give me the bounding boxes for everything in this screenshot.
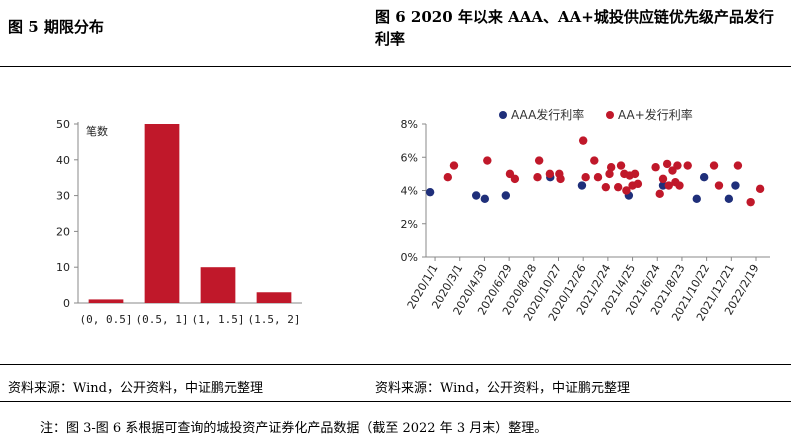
right-source-note: 资料来源：Wind，公开资料，中证鹏元整理 — [375, 381, 630, 396]
scatter-legend-label: AA+发行利率 — [618, 107, 693, 122]
aaplus-point — [613, 182, 623, 192]
aaa-point — [577, 181, 587, 190]
bar-y-tick-label: 50 — [56, 118, 70, 131]
bar-3 — [256, 292, 292, 303]
aaplus-point — [755, 184, 765, 194]
aaplus-point — [601, 182, 611, 192]
aaplus-point — [651, 163, 660, 172]
left-figure-title: 图 5 期限分布 — [8, 18, 104, 36]
aaplus-point — [733, 161, 743, 170]
aaa-point — [692, 194, 701, 204]
scatter-legend-marker-1 — [606, 111, 614, 119]
aaa-point — [658, 181, 668, 190]
aaplus-point — [655, 189, 664, 199]
bar-x-tick-label: (1.5, 2] — [248, 313, 301, 326]
aaplus-point — [633, 179, 643, 189]
bar-0 — [88, 299, 124, 303]
aaplus-point — [534, 156, 544, 165]
bar-chart: 0 10 20 30 40 50 笔数 (0, 0.5] (0.5, 1] (1, 1.5] (1.… — [56, 118, 302, 326]
aaplus-point — [483, 156, 492, 165]
aaplus-point — [709, 161, 719, 170]
right-figure-title: 图 6 2020 年以来 AAA、AA+城投供应链优先级产品发行利率 — [375, 8, 774, 48]
aaplus-point — [673, 161, 682, 170]
bar-y-tick-label: 0 — [63, 297, 70, 310]
aaa-point — [724, 194, 734, 204]
bar-y-tick-label: 30 — [56, 190, 70, 203]
aaplus-point — [664, 181, 673, 190]
aaa-point — [501, 191, 511, 200]
aaplus-point — [658, 174, 668, 184]
bar-1 — [144, 124, 180, 303]
left-source-note: 资料来源：Wind，公开资料，中证鹏元整理 — [8, 381, 263, 396]
aaplus-point — [593, 173, 603, 182]
footnote: 注：图 3-图 6 系根据可查询的城投资产证券化产品数据（截至 2022 年 3… — [40, 421, 548, 436]
aaplus-point — [443, 173, 453, 182]
scatter-y-tick-label: 2% — [401, 218, 418, 231]
aaa-point — [480, 194, 490, 204]
aaplus-point — [590, 156, 599, 165]
aaplus-point — [533, 173, 542, 182]
aaplus-point — [683, 161, 692, 170]
aaa-point — [731, 181, 740, 190]
aaplus-point — [449, 161, 459, 170]
scatter-y-tick-label: 6% — [401, 151, 418, 164]
aaplus-point — [714, 181, 724, 190]
scatter-y-tick-label: 4% — [401, 185, 418, 198]
bar-x-tick-label: (1, 1.5] — [192, 313, 245, 326]
aaplus-point — [545, 169, 555, 179]
scatter-chart: 0%2%4%6%8%2020/1/12020/3/12020/4/302020/… — [401, 107, 770, 323]
bar-2 — [200, 267, 236, 303]
scatter-y-tick-label: 8% — [401, 118, 418, 131]
aaplus-point — [662, 159, 672, 169]
aaa-point — [472, 191, 481, 200]
aaplus-point — [622, 186, 631, 195]
scatter-legend-label: AAA发行利率 — [511, 107, 584, 122]
aaplus-point — [616, 161, 626, 170]
aaplus-point — [630, 169, 640, 179]
aaplus-point — [578, 136, 588, 145]
aaplus-point — [556, 174, 565, 184]
bar-legend-label: 笔数 — [86, 124, 108, 138]
note-rule — [0, 401, 791, 402]
aaa-point — [699, 173, 709, 182]
aaplus-point — [605, 169, 614, 179]
aaplus-point — [510, 174, 520, 184]
aaplus-point — [746, 197, 755, 207]
bar-x-tick-label: (0.5, 1] — [136, 313, 189, 326]
scatter-y-tick-label: 0% — [401, 251, 418, 264]
aaplus-point — [581, 173, 590, 182]
aaplus-point — [606, 163, 616, 172]
bar-y-tick-label: 20 — [56, 225, 70, 238]
aaa-point — [425, 187, 435, 197]
bar-y-tick-label: 10 — [56, 261, 70, 274]
scatter-legend-marker-0 — [499, 111, 507, 119]
bar-x-tick-label: (0, 0.5] — [80, 313, 133, 326]
top-rule — [0, 66, 791, 67]
aaplus-point — [675, 181, 684, 190]
bar-y-tick-label: 40 — [56, 154, 70, 167]
source-rule — [0, 364, 791, 365]
